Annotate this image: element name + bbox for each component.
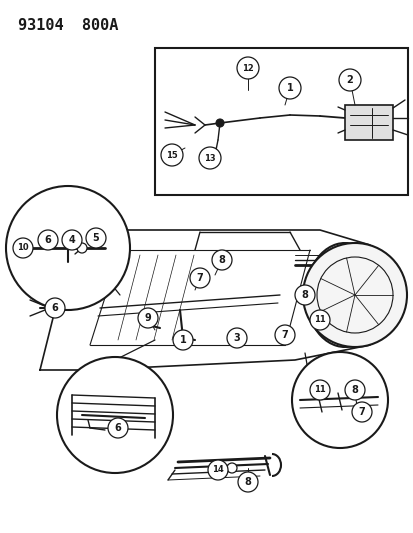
Circle shape bbox=[77, 243, 87, 253]
Circle shape bbox=[108, 418, 128, 438]
Circle shape bbox=[13, 238, 33, 258]
Circle shape bbox=[199, 147, 221, 169]
Text: 11: 11 bbox=[313, 316, 325, 325]
Text: 8: 8 bbox=[301, 290, 308, 300]
Circle shape bbox=[226, 463, 236, 473]
Text: 1: 1 bbox=[179, 335, 186, 345]
Circle shape bbox=[338, 69, 360, 91]
Text: 15: 15 bbox=[166, 150, 178, 159]
Text: 14: 14 bbox=[211, 465, 223, 474]
Circle shape bbox=[62, 230, 82, 250]
Text: 3: 3 bbox=[233, 333, 240, 343]
Bar bbox=[344, 105, 392, 140]
Text: 12: 12 bbox=[242, 63, 253, 72]
Text: 13: 13 bbox=[204, 154, 215, 163]
Circle shape bbox=[237, 472, 257, 492]
Circle shape bbox=[45, 298, 65, 318]
Text: 11: 11 bbox=[313, 385, 325, 394]
Text: 9: 9 bbox=[144, 313, 151, 323]
Circle shape bbox=[226, 328, 247, 348]
Circle shape bbox=[309, 310, 329, 330]
Text: 8: 8 bbox=[218, 255, 225, 265]
Text: 8: 8 bbox=[244, 477, 251, 487]
Circle shape bbox=[344, 380, 364, 400]
Text: 7: 7 bbox=[196, 273, 203, 283]
Text: 7: 7 bbox=[281, 330, 288, 340]
Text: 6: 6 bbox=[114, 423, 121, 433]
Text: 6: 6 bbox=[52, 303, 58, 313]
Circle shape bbox=[207, 460, 228, 480]
Circle shape bbox=[294, 285, 314, 305]
Circle shape bbox=[236, 57, 259, 79]
Bar bbox=[154, 48, 407, 195]
Text: 10: 10 bbox=[17, 244, 29, 253]
Circle shape bbox=[57, 357, 173, 473]
Circle shape bbox=[302, 243, 406, 347]
Circle shape bbox=[38, 230, 58, 250]
Circle shape bbox=[190, 268, 209, 288]
Circle shape bbox=[6, 186, 130, 310]
Circle shape bbox=[351, 402, 371, 422]
Circle shape bbox=[86, 228, 106, 248]
Text: 93104  800A: 93104 800A bbox=[18, 18, 118, 33]
Circle shape bbox=[274, 325, 294, 345]
Text: 5: 5 bbox=[93, 233, 99, 243]
Circle shape bbox=[161, 144, 183, 166]
Circle shape bbox=[216, 119, 223, 127]
Text: 4: 4 bbox=[69, 235, 75, 245]
Text: 1: 1 bbox=[286, 83, 293, 93]
Circle shape bbox=[211, 250, 231, 270]
Circle shape bbox=[291, 352, 387, 448]
Circle shape bbox=[309, 380, 329, 400]
Circle shape bbox=[173, 330, 192, 350]
Text: 7: 7 bbox=[358, 407, 365, 417]
Circle shape bbox=[138, 308, 158, 328]
Text: 6: 6 bbox=[45, 235, 51, 245]
Text: 2: 2 bbox=[346, 75, 353, 85]
Text: 8: 8 bbox=[351, 385, 358, 395]
Circle shape bbox=[278, 77, 300, 99]
